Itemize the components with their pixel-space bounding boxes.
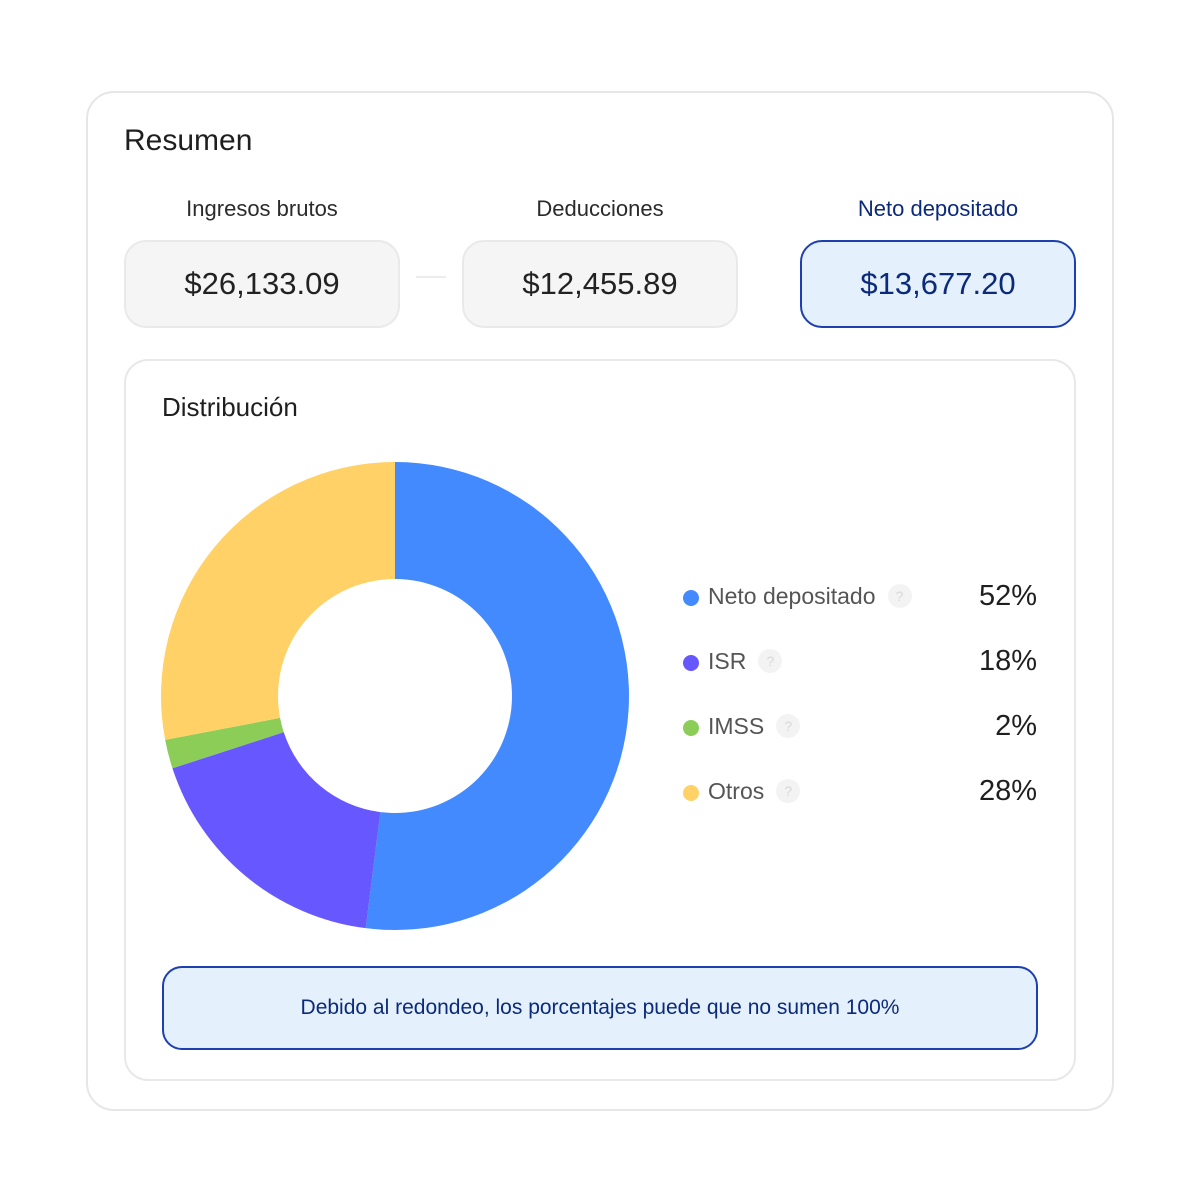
legend-label-text: Neto depositado xyxy=(708,583,876,609)
legend-percentage: 2% xyxy=(995,710,1037,742)
help-icon[interactable]: ? xyxy=(887,583,912,608)
legend-dot xyxy=(683,785,699,801)
help-icon[interactable]: ? xyxy=(776,778,801,803)
legend-item-otros: Otros? 28% xyxy=(683,775,1039,811)
legend-label-text: ISR xyxy=(708,648,747,674)
legend-dot xyxy=(683,720,699,736)
help-icon[interactable]: ? xyxy=(776,713,801,738)
donut-slice-imss xyxy=(165,717,284,769)
legend-label-text: IMSS xyxy=(708,713,765,739)
legend-item-isr: ISR? 18% xyxy=(683,645,1039,681)
legend-label: ISR? xyxy=(708,648,783,675)
legend-label-text: Otros xyxy=(708,778,765,804)
legend-label: IMSS? xyxy=(708,713,801,740)
donut-slice-otros xyxy=(160,462,395,740)
legend-percentage: 28% xyxy=(978,775,1037,807)
legend-percentage: 18% xyxy=(978,645,1037,677)
legend-label: Otros? xyxy=(708,778,801,805)
donut-chart xyxy=(160,462,629,930)
help-icon[interactable]: ? xyxy=(758,648,783,673)
minus-divider xyxy=(416,276,446,278)
deductions-value: $12,455.89 xyxy=(462,240,738,328)
summary-title: Resumen xyxy=(124,124,253,157)
donut-slice-isr xyxy=(172,732,381,929)
donut-slice-neto-depositado xyxy=(365,462,629,930)
deductions-label: Deducciones xyxy=(536,196,664,221)
legend-label: Neto depositado? xyxy=(708,583,912,610)
gross-income-value: $26,133.09 xyxy=(124,240,400,328)
gross-income-label: Ingresos brutos xyxy=(186,196,338,221)
net-deposited-value: $13,677.20 xyxy=(800,240,1076,328)
net-deposited-label: Neto depositado xyxy=(857,196,1019,221)
legend-percentage: 52% xyxy=(978,580,1037,612)
distribution-title: Distribución xyxy=(162,392,298,422)
legend-item-imss: IMSS? 2% xyxy=(683,710,1039,746)
legend-item-neto: Neto depositado? 52% xyxy=(683,580,1039,616)
legend-dot xyxy=(683,590,699,606)
rounding-note: Debido al redondeo, los porcentajes pued… xyxy=(162,966,1038,1050)
legend-dot xyxy=(683,655,699,671)
